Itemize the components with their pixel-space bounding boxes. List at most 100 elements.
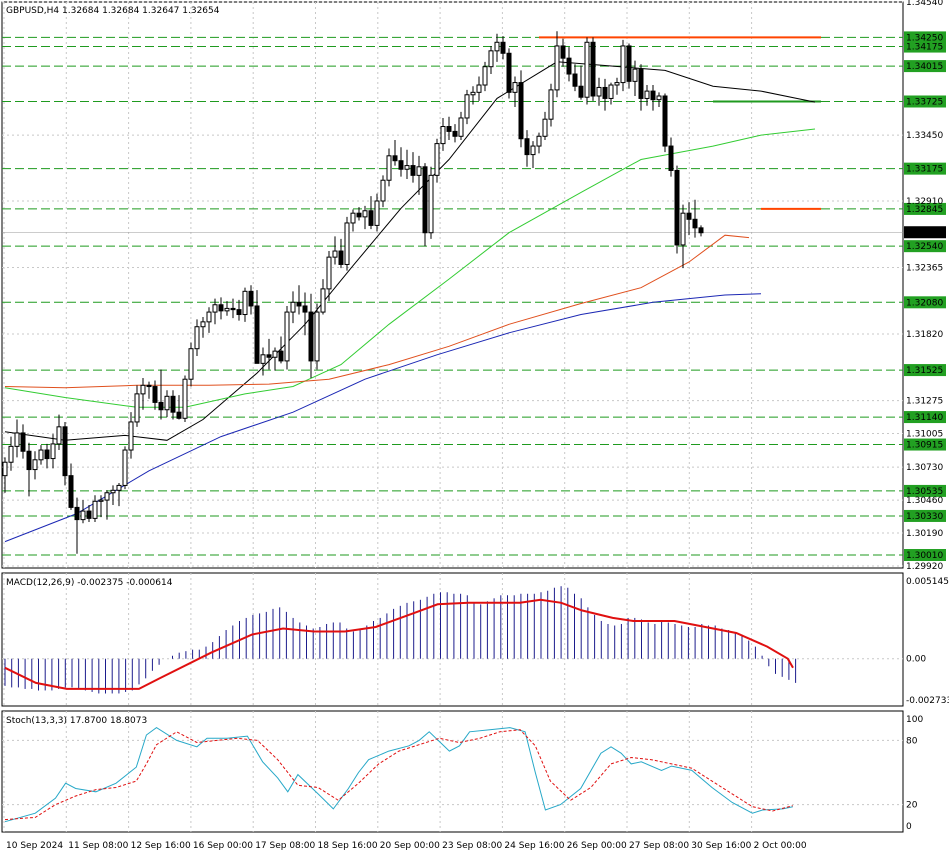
price-tick-label: 1.33450 — [906, 131, 943, 141]
candle-body — [476, 84, 482, 93]
candle-body — [242, 290, 248, 316]
candle-body — [644, 90, 650, 99]
candle-body — [656, 95, 662, 101]
candle-body — [356, 212, 362, 218]
candle-body — [152, 386, 158, 403]
x-tick-label: 18 Sep 16:00 — [318, 841, 378, 851]
candles — [2, 31, 704, 554]
stoch-header: Stoch(13,3,3) 17.8700 18.8073 — [6, 716, 147, 726]
candle-body — [374, 200, 380, 226]
level-label-bg — [904, 438, 946, 451]
level-label-bg — [904, 162, 946, 175]
candle-body — [680, 212, 686, 246]
macd-tick-label: 0.005145 — [906, 577, 949, 587]
candle-body — [632, 68, 638, 82]
level-label: 1.32080 — [906, 298, 943, 308]
candle-body — [668, 145, 674, 171]
candle-body — [14, 432, 20, 447]
macd-tick-label: 0.00 — [906, 655, 926, 665]
candle-body — [344, 222, 350, 265]
candle-body — [572, 73, 578, 87]
x-tick-label: 10 Sep 2024 — [6, 841, 63, 851]
candle-body — [368, 210, 374, 226]
candle-body — [26, 450, 32, 471]
candle-body — [284, 311, 290, 362]
candle-body — [350, 212, 356, 224]
candle-body — [542, 118, 548, 137]
candle-body — [8, 445, 14, 463]
price-tick-label: 1.29920 — [906, 562, 943, 572]
level-label-bg — [904, 484, 946, 497]
candle-body — [602, 86, 608, 99]
candle-body — [578, 85, 584, 98]
level-label-bg — [904, 95, 946, 108]
stoch-panel-frame — [1, 710, 904, 833]
candle-body — [482, 66, 488, 86]
candle-body — [614, 82, 620, 86]
price-tick-label: 1.30460 — [906, 496, 943, 506]
candle-body — [116, 484, 122, 491]
candle-body — [128, 421, 134, 451]
candle-body — [638, 68, 644, 99]
level-label: 1.33725 — [906, 97, 943, 107]
candle-body — [566, 57, 572, 75]
candle-body — [548, 89, 554, 120]
x-tick-label: 16 Sep 00:00 — [193, 841, 253, 851]
candle-body — [326, 256, 332, 290]
x-tick-label: 24 Sep 16:00 — [504, 841, 564, 851]
candle-body — [38, 449, 44, 461]
candle-body — [254, 305, 260, 364]
moving-average-line — [4, 128, 816, 408]
candle-body — [458, 117, 464, 137]
candle-body — [98, 499, 104, 502]
level-label-bg — [904, 31, 946, 44]
candle-body — [686, 212, 692, 220]
x-tick-label: 12 Sep 16:00 — [131, 841, 191, 851]
macd-signal-line — [4, 598, 794, 690]
candle-body — [68, 475, 74, 508]
macd-panel-frame — [1, 572, 904, 707]
x-tick-label: 20 Sep 00:00 — [380, 841, 440, 851]
candle-body — [554, 45, 560, 91]
macd-tick-label: -0.002733 — [906, 696, 949, 706]
candle-body — [110, 489, 116, 494]
axes: 10 Sep 2024 11 Sep 08:00 12 Sep 16:00 16 Se… — [6, 0, 949, 851]
candle-body — [662, 95, 668, 147]
candle-body — [440, 126, 446, 145]
level-label: 1.34250 — [906, 33, 943, 43]
candle-body — [44, 449, 50, 460]
price-tick-label: 1.32910 — [906, 197, 943, 207]
stoch-line — [4, 729, 793, 821]
candle-body — [320, 288, 326, 313]
candle-body — [32, 459, 38, 471]
level-label: 1.33175 — [906, 165, 943, 175]
x-tick-label: 2 Oct 00:00 — [754, 841, 807, 851]
candle-body — [452, 130, 458, 137]
moving-average-line — [4, 293, 762, 543]
candle-body — [266, 354, 272, 358]
candle-body — [410, 165, 416, 176]
level-label: 1.32845 — [906, 205, 943, 215]
level-label: 1.30010 — [906, 551, 943, 561]
candle-body — [176, 411, 182, 419]
candle-body — [218, 304, 224, 312]
level-label: 1.30330 — [906, 512, 943, 522]
candle-body — [398, 160, 404, 170]
level-label-bg — [904, 296, 946, 309]
candle-body — [236, 309, 242, 316]
stoch-tick-label: 100 — [906, 715, 923, 725]
x-tick-label: 11 Sep 08:00 — [68, 841, 128, 851]
candle-body — [494, 41, 500, 52]
stoch-panel — [2, 726, 903, 823]
candle-body — [158, 401, 164, 411]
price-tick-label: 1.32365 — [906, 264, 943, 274]
x-tick-label: 26 Sep 00:00 — [567, 841, 627, 851]
candle-body — [380, 179, 386, 202]
candle-body — [194, 326, 200, 350]
candle-body — [422, 166, 428, 234]
candle-body — [524, 138, 530, 156]
candle-body — [164, 395, 170, 411]
macd-header: MACD(12,26,9) -0.002375 -0.000614 — [6, 578, 173, 588]
